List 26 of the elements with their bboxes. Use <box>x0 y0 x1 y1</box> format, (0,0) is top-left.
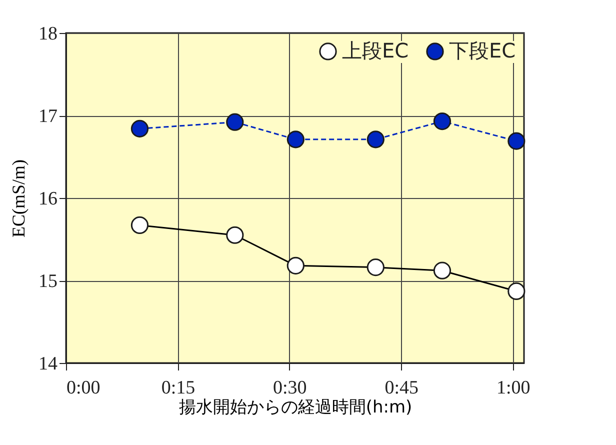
point <box>508 132 526 150</box>
x-tick-label: 1:00 <box>496 378 530 398</box>
legend-label: 上段EC <box>342 38 409 62</box>
y-tick-label: 15 <box>38 271 58 292</box>
point <box>433 112 452 130</box>
y-tick-label: 18 <box>38 24 58 44</box>
point <box>366 258 384 276</box>
x-tick-label: 0:45 <box>384 378 419 398</box>
point <box>433 262 452 280</box>
x-tick-label: 0:30 <box>273 378 307 398</box>
point <box>130 120 149 138</box>
y-tick-label: 14 <box>38 354 58 374</box>
point <box>130 216 149 234</box>
y-axis-title: EC(mS/m) <box>8 159 28 238</box>
x-tick-label: 0:00 <box>66 378 100 398</box>
point <box>226 113 244 131</box>
y-tick-label: 16 <box>38 188 58 210</box>
point <box>508 282 526 300</box>
x-axis-title: 揚水開始からの経過時間(h:m) <box>178 398 412 418</box>
x-tick-label: 0:15 <box>161 378 196 398</box>
point <box>226 226 244 244</box>
legend-label: 下段EC <box>449 38 516 62</box>
y-tick-label: 17 <box>38 106 58 127</box>
point <box>286 130 304 148</box>
point <box>286 256 304 274</box>
point <box>366 130 384 148</box>
